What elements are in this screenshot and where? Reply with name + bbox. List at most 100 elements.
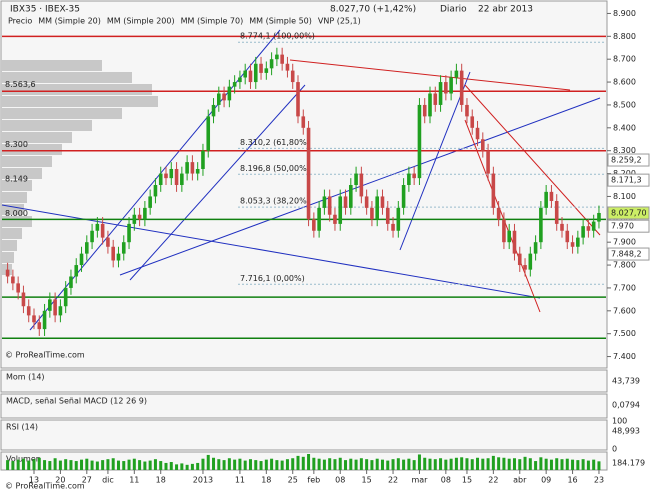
volume-bar bbox=[275, 460, 279, 470]
volume-bar bbox=[101, 460, 105, 470]
price-box bbox=[607, 219, 650, 233]
volume-bar bbox=[259, 461, 263, 470]
price: 8.027,70 (+1,42%) bbox=[330, 5, 416, 15]
candle-body bbox=[533, 242, 538, 254]
volume-bar bbox=[497, 457, 501, 470]
candle-body bbox=[364, 196, 369, 208]
candle-body bbox=[544, 191, 548, 208]
candle-body bbox=[248, 70, 253, 83]
volume-bar bbox=[528, 458, 532, 470]
candle-body bbox=[359, 173, 364, 197]
candle-body bbox=[185, 162, 189, 174]
volume-bar bbox=[581, 459, 585, 470]
price-box-label: 7.970 bbox=[611, 222, 634, 231]
volume-bar bbox=[6, 460, 10, 470]
candle-body bbox=[396, 207, 401, 231]
candle-body bbox=[164, 173, 168, 179]
candle-body bbox=[21, 292, 26, 307]
x-tick-label: 11 bbox=[235, 476, 245, 485]
candle-body bbox=[95, 223, 100, 231]
y-tick-label: 7.500 bbox=[613, 329, 636, 338]
volume-bar bbox=[417, 454, 421, 470]
candle-body bbox=[422, 104, 427, 117]
volume-bar bbox=[80, 459, 84, 470]
candle-body bbox=[312, 219, 316, 231]
volume-bar bbox=[164, 462, 168, 470]
candle-body bbox=[512, 230, 517, 254]
volume-bar bbox=[586, 460, 590, 470]
volume-bar bbox=[53, 458, 57, 470]
x-tick-label: 16 bbox=[567, 476, 577, 485]
fib-label: 8.310,2 (61,80%) bbox=[240, 138, 310, 147]
y-tick-label: 8.300 bbox=[613, 146, 636, 155]
candle-body bbox=[190, 162, 195, 174]
candle-body bbox=[269, 59, 274, 69]
volume-bar bbox=[116, 460, 120, 470]
candle-body bbox=[74, 265, 79, 277]
volume-bar bbox=[48, 461, 52, 470]
candle-body bbox=[481, 139, 485, 151]
panel-label: RSI (14) bbox=[6, 423, 38, 432]
candle-body bbox=[90, 230, 94, 243]
volume-profile bbox=[2, 60, 158, 275]
fib-label: 8.774,1 (100,00%) bbox=[240, 32, 315, 41]
volume-bar bbox=[365, 459, 369, 470]
candle-body bbox=[475, 127, 480, 140]
volume-bar bbox=[571, 459, 575, 470]
volume-bar bbox=[127, 459, 131, 470]
volume-bar bbox=[407, 458, 411, 470]
candle-body bbox=[317, 207, 321, 231]
volume-bar bbox=[148, 460, 152, 470]
volume-bar bbox=[296, 455, 300, 470]
volume-bar bbox=[444, 459, 448, 470]
volume-bar bbox=[159, 461, 163, 470]
volume-bar bbox=[375, 458, 379, 470]
volume-bar bbox=[423, 457, 427, 470]
candle-body bbox=[53, 299, 57, 316]
candle-body bbox=[491, 173, 496, 208]
y-tick-label: 8.400 bbox=[613, 123, 636, 132]
x-tick-label: 18 bbox=[156, 476, 166, 485]
candle-body bbox=[232, 82, 237, 87]
volume-bar bbox=[169, 462, 173, 470]
volume-bar bbox=[212, 457, 216, 470]
price-box-label: 8.027,70 bbox=[611, 208, 647, 217]
volume-bar bbox=[307, 454, 311, 470]
x-tick-label: 18 bbox=[261, 476, 271, 485]
candle-body bbox=[459, 70, 464, 105]
candle-body bbox=[322, 196, 327, 208]
volume-bar bbox=[27, 460, 31, 470]
x-tick-label: 23 bbox=[594, 476, 604, 485]
candle-body bbox=[354, 173, 358, 185]
volume-bar bbox=[217, 459, 221, 470]
candle-body bbox=[169, 168, 174, 179]
volume-bar bbox=[433, 459, 437, 470]
candle-body bbox=[301, 116, 306, 128]
mom-panel bbox=[0, 369, 608, 393]
candle-body bbox=[343, 196, 348, 208]
volume-bar bbox=[206, 454, 210, 470]
candle-body bbox=[243, 70, 247, 78]
candle-body bbox=[539, 207, 543, 243]
volume-bar bbox=[349, 458, 353, 470]
volume-bar bbox=[243, 460, 247, 470]
profile-label: 8.000 bbox=[5, 209, 28, 218]
x-tick-label: 08 bbox=[441, 476, 451, 485]
candle-body bbox=[496, 207, 501, 220]
volume-bar bbox=[69, 460, 73, 470]
volume-bar bbox=[454, 457, 458, 470]
y-tick-label: 7.800 bbox=[613, 261, 636, 270]
candle-body bbox=[517, 253, 522, 266]
volume-bar bbox=[549, 459, 553, 470]
candle-body bbox=[407, 173, 411, 185]
candle-body bbox=[16, 283, 20, 293]
candle-body bbox=[586, 226, 591, 231]
y-tick-label: 7.700 bbox=[613, 283, 636, 292]
volume-bar bbox=[402, 459, 406, 470]
volume-bar bbox=[37, 457, 41, 470]
candle-body bbox=[296, 82, 300, 117]
candle-body bbox=[560, 223, 564, 231]
volume-bar bbox=[270, 458, 274, 470]
volume-bar bbox=[576, 460, 580, 470]
candle-body bbox=[275, 54, 279, 60]
